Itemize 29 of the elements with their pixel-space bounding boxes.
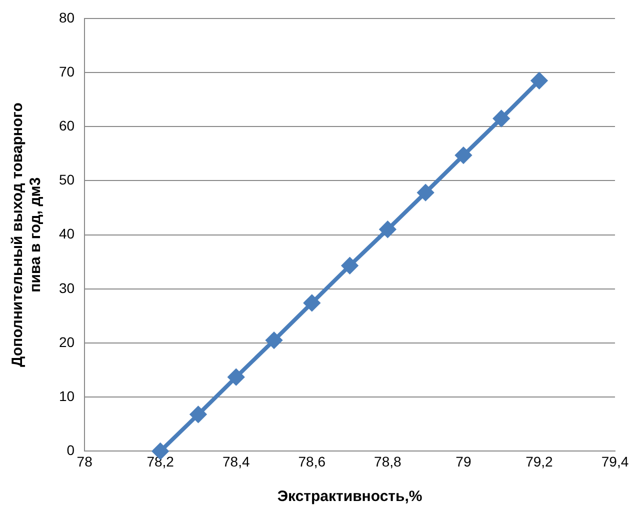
point [342, 258, 358, 274]
x-tick-label: 78,6 [298, 453, 326, 470]
y-tick-label: 60 [58, 117, 75, 134]
y-tick-label: 10 [58, 388, 75, 404]
x-tick-label: 78,2 [146, 453, 174, 470]
point [418, 184, 434, 201]
y-tick-label: 20 [58, 334, 75, 350]
y-tick-label: 30 [58, 280, 75, 296]
x-axis-title: Экстрактивность,% [277, 488, 422, 506]
y-tick-label: 80 [58, 9, 75, 26]
x-tick-label: 79 [456, 453, 472, 470]
y-tick-label: 70 [58, 63, 75, 80]
point [493, 110, 510, 126]
x-tick-label: 78,4 [222, 453, 250, 470]
x-tick-label: 79,2 [526, 453, 554, 470]
point [455, 147, 472, 164]
y-axis-title: Дополнительный выход товарного пива в год, дм3 [9, 102, 44, 367]
point [531, 72, 548, 89]
x-tick-label: 78 [76, 453, 93, 470]
y-tick-label: 40 [58, 226, 75, 242]
y-tick-label: 0 [66, 442, 75, 458]
point [304, 294, 320, 311]
point [190, 406, 206, 422]
x-tick-label: 79,4 [601, 453, 629, 470]
point [380, 221, 396, 238]
y-tick-label: 50 [58, 172, 75, 188]
point [228, 369, 244, 386]
x-tick-label: 78,8 [374, 453, 402, 470]
point [266, 332, 282, 348]
